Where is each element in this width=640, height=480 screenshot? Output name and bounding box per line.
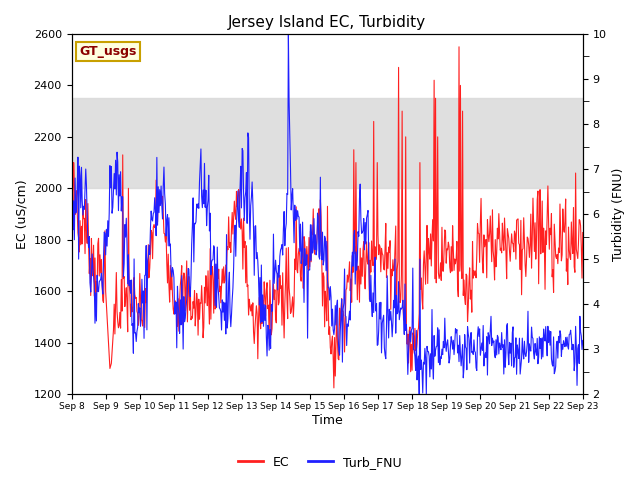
- Y-axis label: EC (uS/cm): EC (uS/cm): [15, 179, 28, 249]
- Legend: EC, Turb_FNU: EC, Turb_FNU: [233, 451, 407, 474]
- X-axis label: Time: Time: [312, 414, 342, 427]
- Text: GT_usgs: GT_usgs: [79, 45, 136, 58]
- Bar: [72, 98, 583, 188]
- Y-axis label: Turbidity (FNU): Turbidity (FNU): [612, 168, 625, 261]
- Title: Jersey Island EC, Turbidity: Jersey Island EC, Turbidity: [228, 15, 426, 30]
